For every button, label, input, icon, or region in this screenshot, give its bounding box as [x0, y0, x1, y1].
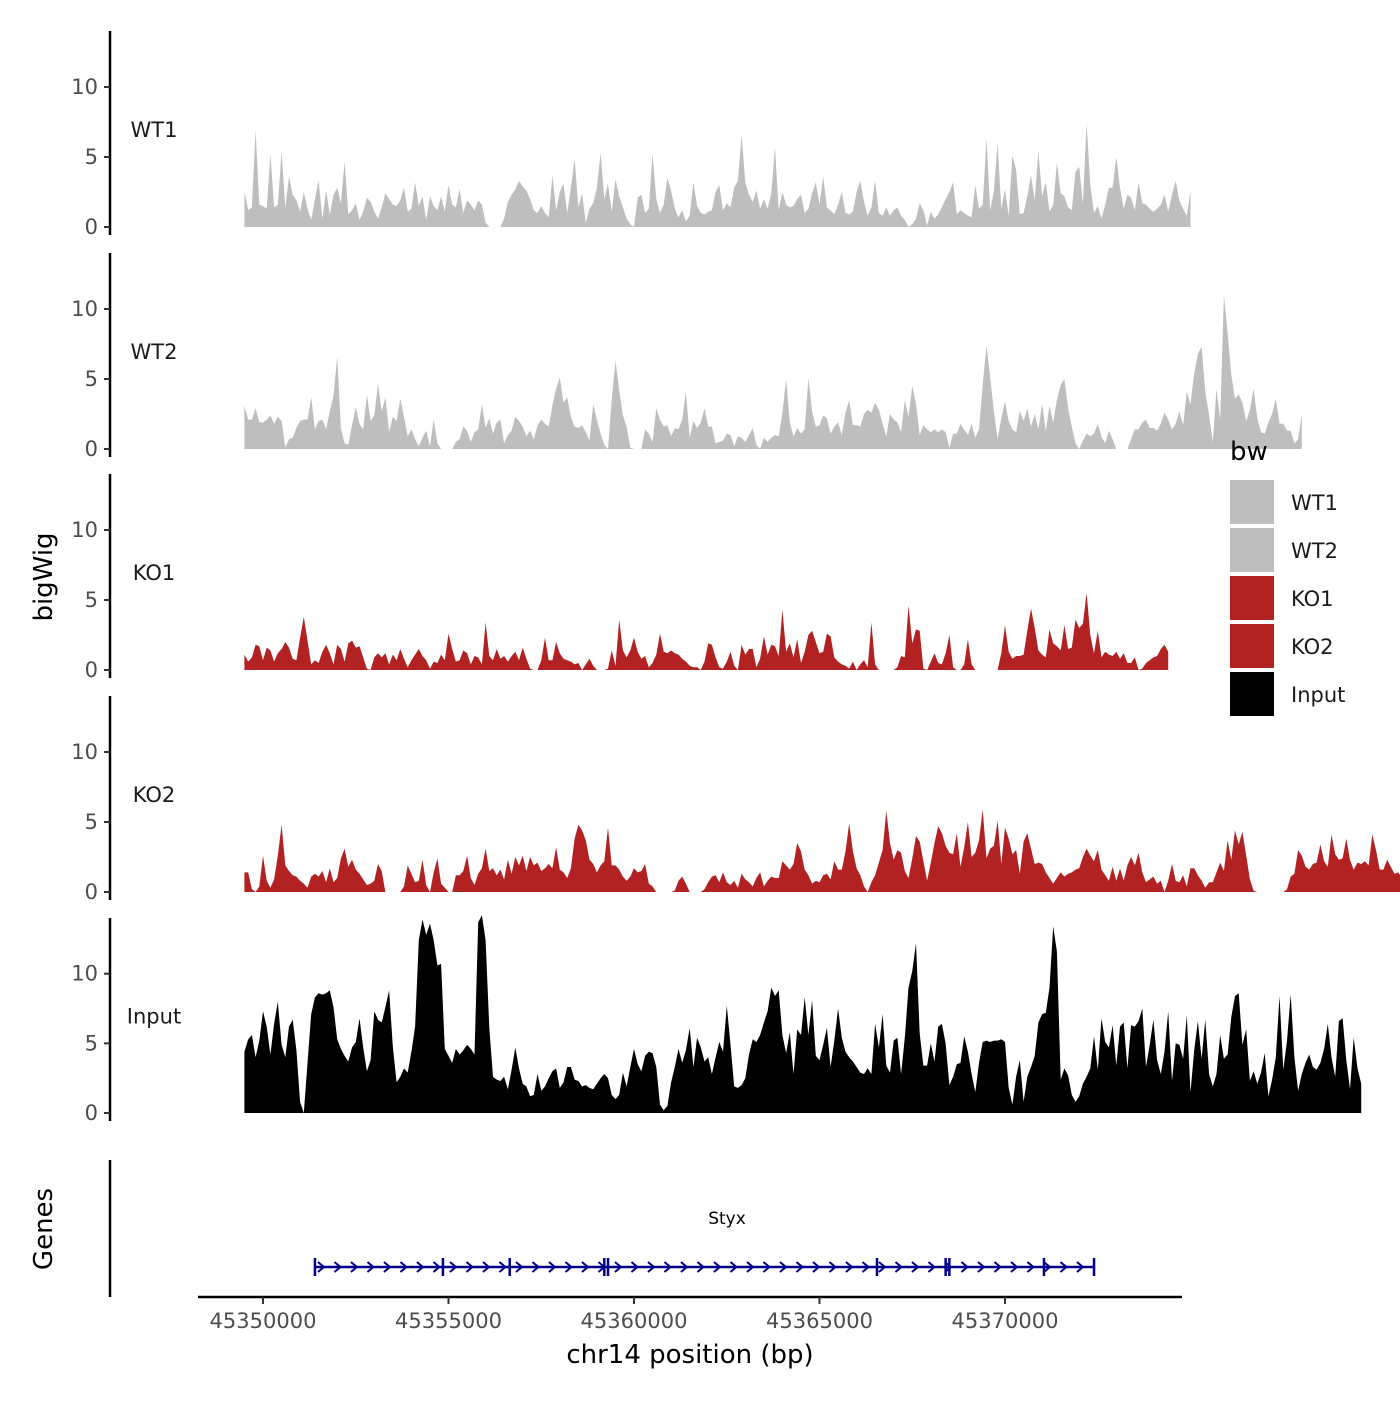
y-tick-label: 10: [71, 518, 98, 542]
strand-arrow: [647, 1261, 656, 1273]
y-tick-label: 5: [85, 367, 98, 391]
strand-arrow: [498, 1261, 508, 1273]
legend-swatch-wt2: [1230, 528, 1274, 572]
strand-arrow: [663, 1261, 673, 1273]
legend-label-wt2: WT2: [1291, 539, 1338, 563]
strand-arrow: [828, 1261, 838, 1273]
strand-arrow: [878, 1261, 887, 1273]
legend-swatch-wt1: [1230, 480, 1274, 524]
strand-arrow: [366, 1261, 376, 1273]
y-tick-label: 5: [85, 1031, 98, 1055]
strand-arrow: [911, 1261, 920, 1273]
strand-arrow: [465, 1261, 475, 1273]
legend-swatch-input: [1230, 672, 1274, 716]
y-tick-label: 0: [85, 658, 98, 682]
track-label-wt1: WT1: [131, 118, 178, 142]
y-tick-label: 10: [71, 740, 98, 764]
legend-title: bw: [1230, 437, 1268, 467]
strand-arrow: [960, 1261, 970, 1273]
strand-arrow: [729, 1261, 739, 1273]
strand-arrow: [812, 1261, 821, 1273]
strand-arrow: [548, 1261, 557, 1273]
gene-name-label: Styx: [708, 1209, 746, 1229]
legend-swatch-ko2: [1230, 624, 1274, 668]
legend-label-wt1: WT1: [1291, 491, 1338, 515]
strand-arrow: [515, 1261, 524, 1273]
legend-label-ko2: KO2: [1291, 635, 1334, 659]
track-label-ko2: KO2: [133, 783, 176, 807]
strand-arrow: [696, 1261, 706, 1273]
strand-arrow: [614, 1261, 623, 1273]
strand-arrow: [894, 1261, 904, 1273]
y-tick-label: 0: [85, 437, 98, 461]
legend-label-input: Input: [1291, 683, 1345, 707]
legend-label-ko1: KO1: [1291, 587, 1334, 611]
y-tick-label: 0: [85, 215, 98, 239]
strand-arrow: [779, 1261, 788, 1273]
strand-arrow: [432, 1261, 442, 1273]
x-tick-label: 45365000: [766, 1309, 873, 1333]
genes-track: Styx: [108, 1160, 1096, 1297]
strand-arrow: [449, 1261, 458, 1273]
strand-arrow: [1010, 1261, 1019, 1273]
strand-arrow: [746, 1261, 755, 1273]
x-tick-label: 45370000: [952, 1309, 1059, 1333]
strand-arrow: [399, 1261, 409, 1273]
x-axis-title: chr14 position (bp): [566, 1340, 813, 1370]
legend: bw WT1 WT2 KO1 KO2 Input: [1230, 437, 1345, 716]
strand-arrow: [333, 1261, 343, 1273]
strand-arrow: [861, 1261, 871, 1273]
strand-arrow: [581, 1261, 590, 1273]
y-tick-label: 5: [85, 588, 98, 612]
strand-arrow: [713, 1261, 722, 1273]
strand-arrow: [482, 1261, 491, 1273]
y-tick-label: 10: [71, 962, 98, 986]
strand-arrow: [927, 1261, 937, 1273]
strand-arrow: [795, 1261, 805, 1273]
strand-arrow: [317, 1261, 326, 1273]
y-tick-label: 0: [85, 1101, 98, 1125]
track-label-input: Input: [127, 1005, 181, 1029]
signal-area-ko2: [244, 809, 1400, 892]
strand-arrow: [1059, 1261, 1069, 1273]
track-label-wt2: WT2: [131, 340, 178, 364]
signal-area-wt2: [244, 295, 1302, 449]
strand-arrow: [680, 1261, 689, 1273]
strand-arrow: [845, 1261, 854, 1273]
y-axis-title: bigWig: [29, 532, 59, 621]
x-axis: 45350000 45355000 45360000 45365000 45370000: [198, 1295, 1182, 1333]
strand-arrow: [1076, 1261, 1085, 1273]
strand-arrow: [564, 1261, 574, 1273]
strand-arrow: [350, 1261, 359, 1273]
x-tick-label: 45355000: [395, 1309, 502, 1333]
strand-arrow: [762, 1261, 772, 1273]
strand-arrow: [630, 1261, 640, 1273]
legend-swatch-ko1: [1230, 576, 1274, 620]
strand-arrow: [531, 1261, 541, 1273]
y-tick-label: 10: [71, 75, 98, 99]
strand-arrow: [944, 1261, 953, 1273]
signal-tracks: 0 5 10 WT1 0 5 10 WT2 0 5 10 KO1 0 5 10 KO2 0 5 10 Input: [71, 31, 1400, 1125]
signal-area-ko1: [244, 593, 1169, 670]
strand-arrow: [416, 1261, 425, 1273]
x-tick-label: 45360000: [581, 1309, 688, 1333]
x-tick-label: 45350000: [210, 1309, 317, 1333]
genes-track-title: Genes: [29, 1188, 59, 1270]
strand-arrow: [993, 1261, 1003, 1273]
y-tick-label: 10: [71, 297, 98, 321]
signal-area-wt1: [244, 123, 1191, 227]
y-tick-label: 5: [85, 145, 98, 169]
y-tick-label: 0: [85, 880, 98, 904]
strand-arrow: [977, 1261, 986, 1273]
strand-arrow: [383, 1261, 392, 1273]
strand-arrow: [1026, 1261, 1036, 1273]
strand-arrow: [1043, 1261, 1052, 1273]
signal-area-input: [244, 915, 1362, 1113]
y-tick-label: 5: [85, 810, 98, 834]
track-label-ko1: KO1: [133, 561, 176, 585]
